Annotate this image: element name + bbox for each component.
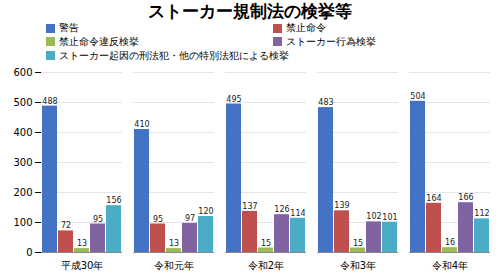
svg-text:112: 112 (474, 209, 489, 218)
svg-text:164: 164 (426, 194, 441, 203)
svg-text:101: 101 (382, 213, 397, 222)
svg-text:16: 16 (445, 238, 455, 247)
svg-text:483: 483 (318, 98, 333, 107)
svg-text:72: 72 (61, 221, 71, 230)
html-text:禁止命令違反検挙: 禁止命令違反検挙 (59, 36, 139, 47)
svg-text:488: 488 (42, 97, 57, 106)
svg-text:495: 495 (226, 95, 241, 104)
svg-text:137: 137 (242, 202, 257, 211)
html-text:ストーカー規制法の検挙等: ストーカー規制法の検挙等 (148, 1, 352, 21)
svg-text:令和3年: 令和3年 (340, 260, 376, 271)
svg-text:95: 95 (153, 215, 163, 224)
html-text:禁止命令: 禁止命令 (286, 22, 326, 34)
svg-text:300: 300 (13, 157, 32, 168)
svg-text:400: 400 (13, 127, 32, 138)
svg-text:15: 15 (353, 239, 363, 248)
svg-text:97: 97 (185, 214, 195, 223)
svg-text:100: 100 (13, 217, 32, 228)
html-text:ストーカー行為検挙: ストーカー行為検挙 (286, 36, 376, 47)
svg-text:13: 13 (77, 239, 87, 248)
svg-text:504: 504 (410, 92, 425, 101)
svg-text:500: 500 (13, 97, 32, 108)
svg-text:114: 114 (290, 209, 305, 218)
svg-text:13: 13 (169, 239, 179, 248)
svg-text:600: 600 (13, 67, 32, 78)
svg-text:410: 410 (134, 120, 149, 129)
svg-text:156: 156 (106, 196, 121, 205)
svg-text:166: 166 (458, 193, 473, 202)
svg-text:120: 120 (198, 207, 213, 216)
svg-text:15: 15 (261, 239, 271, 248)
html-text:警告: 警告 (59, 22, 79, 34)
svg-text:令和4年: 令和4年 (432, 260, 468, 271)
svg-text:139: 139 (334, 201, 349, 210)
svg-text:126: 126 (274, 205, 289, 214)
svg-text:102: 102 (366, 212, 381, 221)
svg-text:令和2年: 令和2年 (248, 260, 284, 271)
html-text:ストーカー起因の刑法犯・他の特別法犯による検挙: ストーカー起因の刑法犯・他の特別法犯による検挙 (59, 49, 289, 61)
svg-text:95: 95 (93, 215, 103, 224)
svg-text:平成30年: 平成30年 (61, 260, 104, 271)
svg-text:0: 0 (26, 247, 32, 258)
svg-text:令和元年: 令和元年 (154, 260, 194, 271)
svg-text:200: 200 (13, 187, 32, 198)
